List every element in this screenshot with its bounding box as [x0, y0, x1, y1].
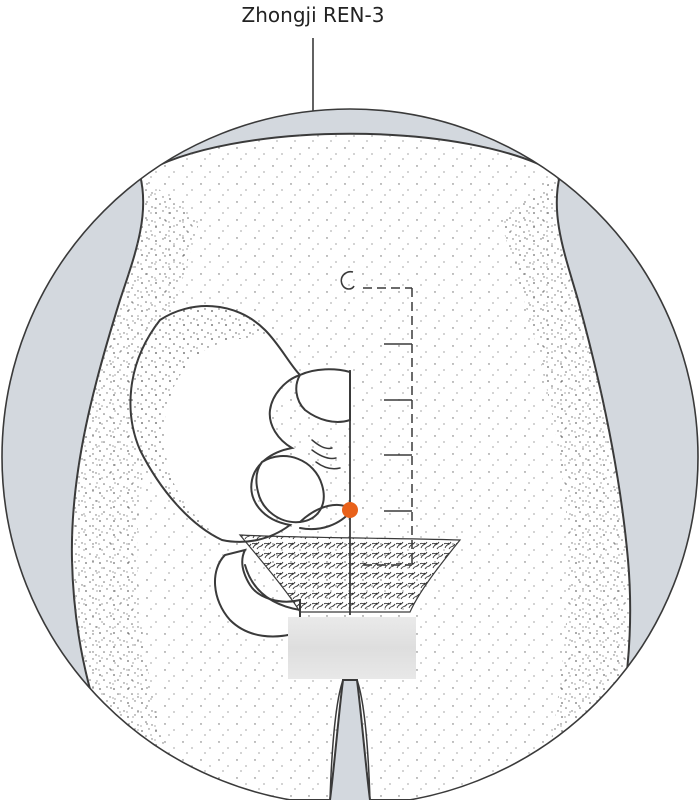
inner-thigh-left [329, 679, 344, 800]
cun-measurement-ruler [363, 287, 413, 566]
sacrum [295, 368, 351, 423]
circular-frame [1, 108, 699, 800]
point-label: Zhongji REN-3 [242, 3, 385, 27]
acupuncture-point-marker [342, 502, 358, 518]
umbilicus [340, 270, 355, 290]
circular-frame-content [2, 109, 698, 800]
inner-thigh-right [356, 679, 371, 800]
censor-box [288, 617, 416, 679]
